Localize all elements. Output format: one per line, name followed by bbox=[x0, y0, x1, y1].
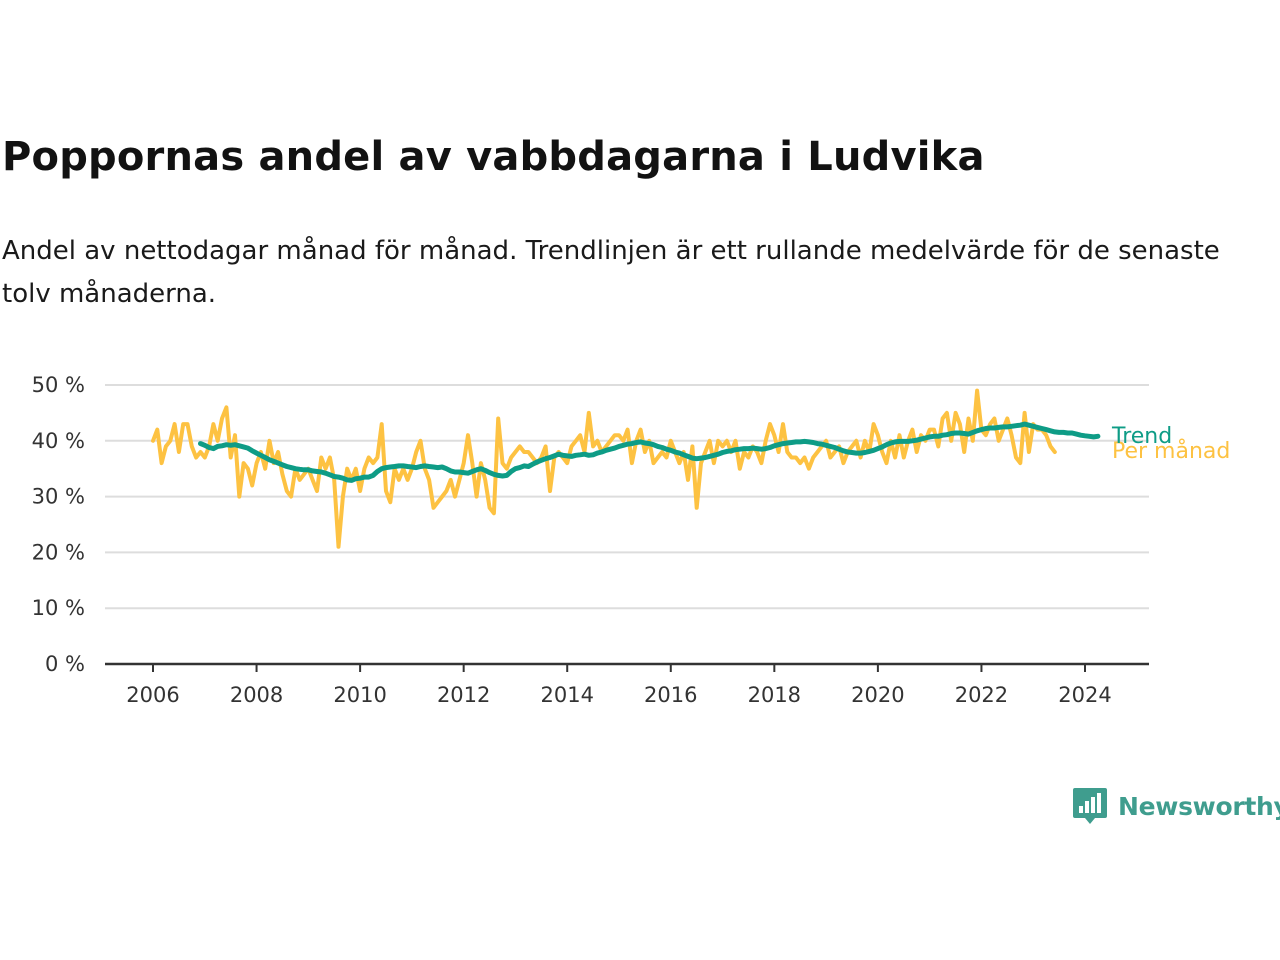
brand-name: Newsworthy bbox=[1118, 791, 1280, 821]
x-tick-label: 2006 bbox=[126, 683, 179, 707]
series-lines bbox=[151, 388, 1101, 549]
x-tick-label: 2018 bbox=[748, 683, 801, 707]
x-tick-label: 2022 bbox=[955, 683, 1008, 707]
y-tick-label: 0 % bbox=[45, 652, 85, 676]
x-tick-label: 2014 bbox=[540, 683, 593, 707]
x-axis: 2006 2008 2010 2012 2014 2016 2018 2020 2022 2024 bbox=[105, 662, 1149, 707]
y-axis-labels: 0 % 10 % 20 % 30 % 40 % 50 % bbox=[32, 373, 85, 676]
y-tick-label: 20 % bbox=[32, 540, 85, 564]
x-tick-label: 2016 bbox=[644, 683, 697, 707]
y-tick-label: 30 % bbox=[32, 485, 85, 509]
newsworthy-logo-icon bbox=[1073, 788, 1107, 824]
x-tick-label: 2008 bbox=[230, 683, 283, 707]
monthly-series-label: Per månad bbox=[1112, 438, 1230, 464]
x-tick-label: 2012 bbox=[437, 683, 490, 707]
line-chart: 0 % 10 % 20 % 30 % 40 % 50 % 2006 2008 2010 2012… bbox=[32, 373, 1231, 707]
grid-lines bbox=[105, 384, 1149, 610]
page-title: Poppornas andel av vabbdagarna i Ludvika bbox=[2, 134, 985, 180]
brand-logo: Newsworthy bbox=[1072, 786, 1280, 826]
trend-series-line bbox=[198, 421, 1101, 483]
trend-series-label: Trend bbox=[1111, 424, 1172, 449]
y-tick-label: 10 % bbox=[32, 596, 85, 620]
chart-subtitle: Andel av nettodagar månad för månad. Tre… bbox=[2, 236, 1220, 309]
y-tick-label: 50 % bbox=[32, 373, 85, 397]
y-tick-label: 40 % bbox=[32, 429, 85, 453]
x-tick-label: 2010 bbox=[333, 683, 386, 707]
x-tick-label: 2020 bbox=[851, 683, 904, 707]
x-tick-label: 2024 bbox=[1058, 683, 1111, 707]
